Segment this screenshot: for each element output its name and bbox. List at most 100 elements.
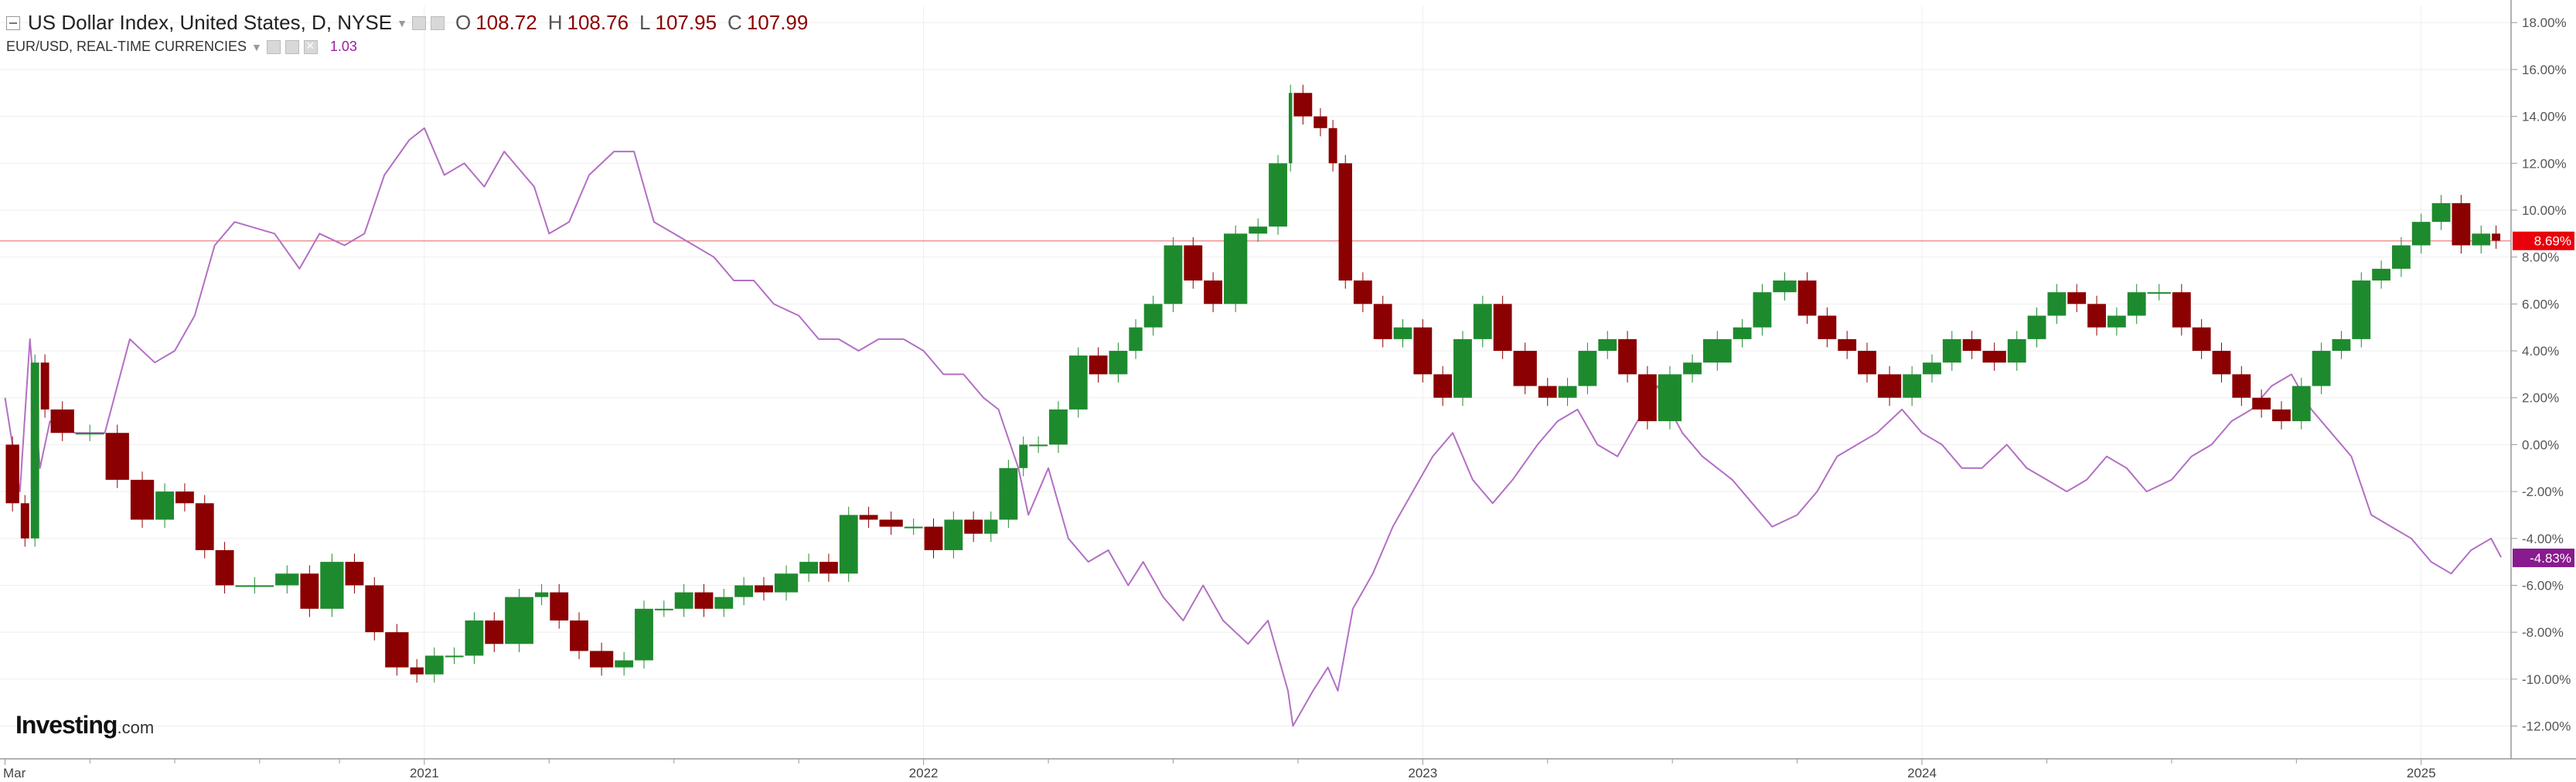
candle-body: [1473, 304, 1492, 339]
logo-suffix-text: .com: [117, 718, 155, 737]
candle-body: [1658, 374, 1682, 422]
y-tick-label: 14.00%: [2522, 110, 2567, 124]
candle-body: [2372, 268, 2391, 281]
secondary-series-value: 1.03: [329, 39, 357, 54]
candle-body: [694, 592, 714, 609]
candle-body: [1797, 280, 1817, 316]
candle-body: [2027, 315, 2046, 339]
investing-logo: Investing.com: [15, 711, 154, 740]
candle-body: [734, 585, 754, 597]
eurusd-series: [4, 127, 2502, 727]
candle-body: [1962, 338, 1981, 352]
y-axis-tick-labels: 18.00% 16.00% 14.00% 12.00% 10.00% 8.00% 6.00%…: [2522, 15, 2571, 733]
candle-body: [2172, 292, 2191, 328]
candle-body: [1578, 351, 1597, 386]
candle-body: [1453, 338, 1472, 398]
candle-body: [1109, 351, 1128, 375]
open-value: 108.72: [475, 11, 537, 34]
axes: [0, 0, 2576, 765]
y-tick-label: 18.00%: [2522, 15, 2567, 30]
open-label: O: [455, 11, 472, 34]
dropdown-caret-icon[interactable]: ▼: [251, 40, 262, 53]
eurusd-line: [4, 127, 2502, 727]
usd-index-series: [5, 84, 2501, 683]
candle-body: [2047, 292, 2067, 316]
candle-body: [1089, 355, 1108, 375]
candle-body: [485, 620, 504, 644]
candle-body: [5, 444, 19, 504]
x-tick-label: 2023: [1408, 766, 1437, 780]
y-tick-label: 12.00%: [2522, 156, 2567, 171]
candle-body: [1838, 338, 1857, 352]
candle-body: [1129, 327, 1143, 352]
close-icon[interactable]: [303, 38, 318, 54]
candle-body: [799, 562, 818, 574]
candle-body: [1558, 386, 1577, 398]
eur-current-badge-bg: [2513, 548, 2574, 567]
candle-body: [2147, 292, 2171, 294]
visibility-icon[interactable]: [411, 15, 426, 30]
candle-body: [2212, 351, 2231, 375]
settings-icon[interactable]: [430, 15, 445, 30]
usd-current-badge-label: 8.69%: [2534, 234, 2571, 249]
candle-body: [385, 632, 409, 668]
candle-body: [2107, 315, 2126, 328]
candle-body: [320, 562, 344, 609]
settings-icon[interactable]: [285, 39, 299, 54]
candle-body: [365, 585, 384, 633]
candle-body: [859, 515, 878, 520]
visibility-icon[interactable]: [266, 39, 281, 54]
dropdown-caret-icon[interactable]: ▼: [397, 16, 407, 29]
candle-body: [1164, 245, 1183, 304]
candle-body: [1328, 128, 1337, 164]
candle-body: [1353, 280, 1372, 304]
candle-body: [1269, 163, 1287, 227]
candle-body: [2192, 327, 2211, 352]
primary-series-name[interactable]: US Dollar Index, United States, D, NYSE: [28, 11, 393, 34]
eur-current-badge-label: -4.83%: [2530, 551, 2571, 566]
candle-body: [424, 655, 444, 675]
candle-body: [1818, 315, 1837, 339]
candle-body: [2127, 292, 2146, 316]
candle-body: [2312, 351, 2331, 386]
candle-body: [1204, 280, 1223, 304]
close-label: C: [727, 11, 742, 34]
candle-body: [904, 526, 923, 529]
candle-body: [2232, 374, 2251, 398]
secondary-series-name[interactable]: EUR/USD, REAL-TIME CURRENCIES: [6, 39, 247, 54]
candle-body: [2411, 222, 2431, 246]
candle-body: [2452, 202, 2471, 246]
candle-body: [345, 562, 364, 586]
candle-body: [589, 651, 614, 668]
candle-body: [1288, 93, 1293, 164]
candle-body: [1538, 386, 1557, 398]
candle-body: [755, 585, 773, 593]
candle-body: [2067, 292, 2087, 304]
candle-body: [1683, 362, 1702, 375]
y-tick-label: 10.00%: [2522, 203, 2567, 218]
candle-body: [1493, 304, 1512, 352]
candle-body: [1068, 355, 1088, 410]
candle-body: [879, 519, 903, 527]
x-tick-label: 2025: [2407, 766, 2436, 780]
candle-body: [2392, 245, 2411, 269]
candle-body: [300, 573, 319, 609]
collapse-icon[interactable]: [6, 15, 20, 30]
candle-body: [944, 519, 963, 550]
candle-body: [570, 620, 588, 651]
candle-body: [2352, 280, 2371, 339]
candle-body: [999, 468, 1018, 520]
candle-body: [1029, 444, 1048, 447]
candle-body: [615, 660, 634, 668]
candle-body: [130, 479, 155, 520]
usd-current-badge-bg: [2513, 231, 2574, 250]
candle-body: [924, 526, 943, 550]
y-tick-label: 2.00%: [2522, 391, 2559, 406]
candle-body: [75, 433, 104, 435]
x-tick-label: 2021: [410, 766, 439, 780]
grid-lines: [0, 6, 2511, 759]
candle-body: [1143, 304, 1163, 328]
candle-body: [445, 655, 464, 658]
candle-body: [1413, 327, 1433, 375]
